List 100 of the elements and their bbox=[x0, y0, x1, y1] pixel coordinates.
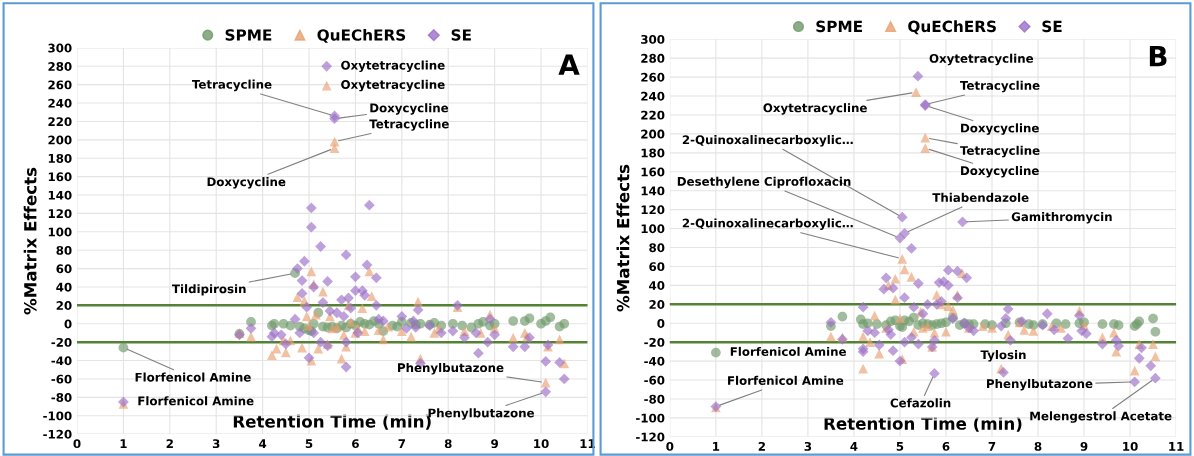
point bbox=[890, 273, 901, 284]
annotation: Doxycycline bbox=[961, 165, 1039, 178]
annotation: Florfenicol Amine bbox=[730, 346, 846, 357]
point bbox=[897, 254, 908, 264]
y-tick-label: 280 bbox=[48, 62, 72, 71]
point bbox=[313, 343, 324, 354]
point bbox=[920, 143, 931, 153]
x-tick-label: 11 bbox=[1169, 442, 1184, 451]
y-tick-label: -60 bbox=[51, 374, 72, 384]
y-tick-label: -80 bbox=[644, 394, 665, 404]
annotation: Tetracycline bbox=[369, 119, 449, 131]
point bbox=[858, 331, 868, 342]
point bbox=[1148, 313, 1158, 324]
annotation: Florfenicol Amine bbox=[728, 375, 844, 385]
y-tick-label: -120 bbox=[43, 429, 72, 439]
point bbox=[1129, 365, 1140, 376]
y-tick-label: -60 bbox=[644, 375, 665, 385]
x-tick-label: 5 bbox=[896, 442, 904, 451]
point bbox=[899, 264, 910, 275]
y-tick-label: 0 bbox=[64, 319, 72, 329]
y-tick-label: 240 bbox=[641, 91, 665, 101]
point bbox=[429, 328, 440, 338]
x-tick-label: 1 bbox=[713, 442, 720, 451]
point bbox=[301, 311, 312, 322]
point bbox=[941, 317, 951, 328]
y-tick-label: 20 bbox=[649, 300, 665, 309]
x-tick-label: 7 bbox=[988, 442, 996, 451]
point bbox=[1060, 319, 1071, 330]
point bbox=[1097, 319, 1108, 330]
x-tick-label: 2 bbox=[758, 441, 765, 451]
point bbox=[280, 347, 291, 358]
point bbox=[366, 291, 377, 302]
y-tick-label: 120 bbox=[641, 205, 665, 215]
y-tick-label: 220 bbox=[48, 117, 72, 127]
point bbox=[383, 321, 393, 332]
y-tick-label: 40 bbox=[649, 281, 665, 291]
annotation: Phenylbutazone bbox=[987, 378, 1093, 391]
annotation: Oxytetracycline bbox=[341, 79, 445, 92]
point bbox=[545, 312, 556, 323]
point bbox=[941, 326, 951, 337]
legend-label: SE bbox=[451, 29, 471, 41]
annotation: Tylosin bbox=[980, 350, 1026, 362]
y-tick-label: 300 bbox=[48, 43, 72, 53]
point bbox=[508, 316, 519, 326]
point bbox=[321, 80, 332, 91]
point bbox=[306, 266, 317, 277]
x-axis-title: Retention Time (min) bbox=[824, 416, 1022, 432]
point bbox=[373, 325, 384, 336]
annotation: Tetracycline bbox=[960, 80, 1040, 93]
x-tick-label: 6 bbox=[352, 439, 359, 449]
annotation: Cefazolin bbox=[890, 398, 951, 408]
y-tick-label: -20 bbox=[644, 337, 665, 347]
point bbox=[826, 331, 836, 342]
y-tick-label: 160 bbox=[48, 172, 72, 182]
x-tick-label: 8 bbox=[1034, 441, 1042, 451]
x-tick-label: 0 bbox=[666, 441, 674, 451]
point bbox=[118, 342, 129, 353]
point bbox=[297, 342, 307, 353]
y-tick-label: 0 bbox=[657, 318, 665, 328]
legend-label: SPME bbox=[225, 29, 272, 41]
legend-label: QuEChERS bbox=[317, 28, 406, 43]
x-tick-label: 1 bbox=[120, 439, 127, 448]
y-tick-label: 200 bbox=[48, 135, 72, 145]
y-tick-label: 240 bbox=[48, 98, 72, 108]
annotation: Tetracycline bbox=[960, 145, 1040, 158]
y-tick-label: 40 bbox=[56, 282, 72, 292]
x-tick-label: 9 bbox=[1080, 441, 1088, 451]
point bbox=[1056, 323, 1066, 333]
point bbox=[948, 305, 958, 315]
y-tick-label: 180 bbox=[641, 148, 665, 158]
point bbox=[858, 363, 868, 374]
point bbox=[911, 87, 921, 98]
y-tick-label: 260 bbox=[48, 80, 72, 90]
x-tick-label: 4 bbox=[850, 442, 858, 451]
annotation: Gamithromycin bbox=[1011, 212, 1112, 224]
y-tick-label: 220 bbox=[641, 110, 665, 120]
y-tick-label: 300 bbox=[641, 34, 665, 44]
y-tick-label: -120 bbox=[636, 432, 665, 442]
point bbox=[1150, 326, 1161, 337]
point bbox=[869, 310, 880, 321]
point bbox=[711, 347, 721, 358]
y-tick-label: -40 bbox=[51, 356, 72, 366]
point bbox=[378, 334, 389, 345]
annotation: 2-Quinoxalinecarboxylic… bbox=[682, 218, 853, 230]
y-axis-title: %Matrix Effects bbox=[616, 164, 630, 312]
x-tick-label: 6 bbox=[942, 441, 950, 451]
x-tick-label: 5 bbox=[305, 439, 313, 449]
y-tick-label: 160 bbox=[641, 167, 665, 177]
point bbox=[292, 292, 303, 302]
point bbox=[267, 350, 277, 360]
annotation: Doxycycline bbox=[370, 103, 449, 115]
point bbox=[1150, 351, 1161, 362]
annotation: A bbox=[558, 54, 580, 75]
annotation: Thiabendazole bbox=[932, 192, 1029, 202]
y-tick-label: 140 bbox=[48, 190, 72, 200]
y-axis-title: %Matrix Effects bbox=[23, 167, 37, 315]
point bbox=[865, 337, 875, 348]
point bbox=[508, 332, 519, 343]
y-tick-label: 80 bbox=[649, 243, 665, 253]
y-tick-label: 120 bbox=[48, 209, 72, 219]
